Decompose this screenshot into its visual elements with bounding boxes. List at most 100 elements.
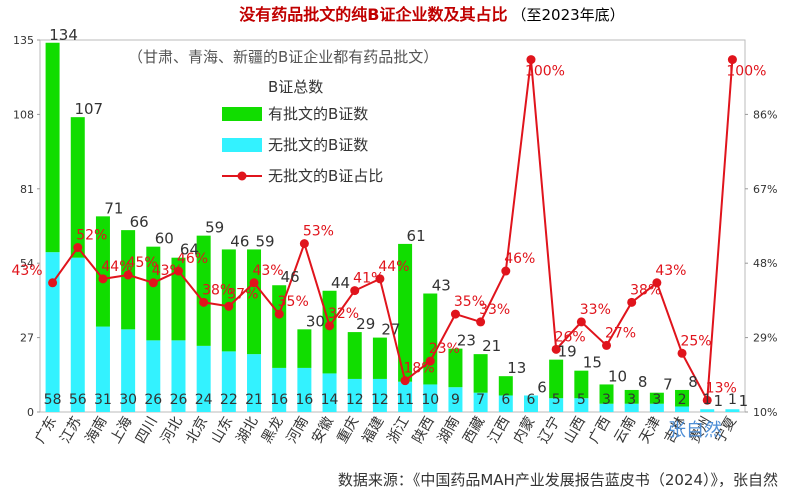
bar-without-approval [624,403,639,412]
data-labels: 5813456107317130662660266424592246215916… [44,26,749,410]
share-point [325,321,335,331]
share-point [375,274,385,284]
value-label-without: 58 [44,392,62,408]
bar-series [45,42,740,412]
category-label: 湖北 [234,414,262,446]
share-line-series: 43%52%44%45%43%46%38%37%43%35%53%32%41%4… [11,55,766,405]
bar-with-approval [398,243,413,382]
share-point [627,297,637,307]
total-label: 13 [507,359,526,377]
left-tick-label: 108 [13,108,34,121]
share-label: 23% [429,341,460,357]
bar-with-approval [247,249,262,355]
share-point [123,270,133,280]
share-label: 44% [378,259,409,275]
category-label: 海南 [83,414,111,446]
total-label: 59 [255,232,274,250]
category-label: 广东 [32,414,60,446]
bar-with-approval [297,329,312,368]
total-label: 46 [230,232,249,250]
total-label: 8 [638,373,648,391]
bar-without-approval [171,340,186,412]
bar-with-approval [448,348,463,388]
bar-without-approval [549,398,564,412]
total-label: 6 [537,378,547,396]
share-point [576,317,586,327]
total-label: 61 [407,227,426,245]
bar-without-approval [574,398,589,412]
source-note: 数据来源：《中国药品MAH产业发展报告蓝皮书（2024）》，张自然 [338,471,778,489]
total-label: 21 [482,337,501,355]
bar-without-approval [498,395,513,412]
category-label: 云南 [611,414,639,446]
share-label: 33% [479,302,510,318]
chart-annotation: （甘肃、青海、新疆的B证企业都有药品批文） [128,48,438,66]
total-label: 15 [583,354,602,372]
share-label: 35% [278,294,309,310]
share-label: 100% [525,64,565,80]
share-point [73,243,83,253]
bar-without-approval [725,409,740,412]
value-label-without: 3 [627,392,636,408]
left-tick-label: 135 [13,34,34,47]
total-label: 44 [331,274,350,292]
bar-without-approval [347,378,362,412]
total-label: 59 [205,219,224,237]
bar-without-approval [649,403,664,412]
bar-with-approval [171,257,186,341]
left-tick-label: 27 [20,332,34,345]
x-axis-categories: 广东江苏海南上海四川河北北京山东湖北黑龙河南安徽重庆福建浙江陕西湖南西藏江西内蒙… [32,414,740,447]
share-label: 53% [303,224,334,240]
share-label: 37% [227,286,258,302]
legend-swatch-with-approval [222,107,262,121]
category-label: 山东 [208,414,236,446]
left-tick-label: 81 [20,183,34,196]
value-label-without: 16 [295,392,313,408]
plot-area [39,39,746,413]
share-label: 46% [177,251,208,267]
chart-title: 没有药品批文的纯B证企业数及其占比 [239,5,507,24]
total-label: 10 [608,367,627,385]
share-point [551,344,561,354]
value-label-without: 31 [94,392,112,408]
value-label-without: 6 [527,392,536,408]
value-label-without: 12 [371,392,389,408]
total-label: 23 [457,332,476,350]
legend: B证总数 有批文的B证数 无批文的B证数 无批文的B证占比 [222,78,383,185]
right-axis: 10% 29% 48% 67% 86% [745,108,777,419]
total-label: 107 [74,100,103,118]
category-label: 陕西 [410,414,438,446]
total-label: 66 [130,213,149,231]
value-label-without: 56 [69,392,87,408]
category-label: 安徽 [309,414,337,446]
bar-without-approval [700,409,715,412]
share-point [350,286,360,296]
category-label: 辽宁 [535,414,564,447]
bar-without-approval [272,367,287,412]
value-label-without: 3 [652,392,661,408]
share-point [199,297,209,307]
value-label-without: 3 [602,392,611,408]
bar-with-approval [322,290,337,374]
category-label: 浙江 [385,414,413,446]
share-point [148,278,158,288]
value-label-without: 10 [421,392,439,408]
share-point [400,376,410,386]
value-label-without: 26 [170,392,188,408]
category-label: 西藏 [460,414,488,446]
bar-without-approval [675,406,690,412]
category-label: 山西 [561,414,589,446]
share-label: 18% [404,361,435,377]
bar-without-approval [196,345,211,412]
total-label: 71 [104,199,123,217]
category-label: 天津 [636,414,664,446]
legend-label-without-approval: 无批文的B证数 [268,136,368,154]
total-label: 134 [49,26,78,44]
bar-with-approval [347,332,362,379]
bar-with-approval [121,230,136,330]
left-tick-label: 54 [20,257,34,270]
value-label-without: 12 [346,392,364,408]
bar-with-approval [372,337,387,379]
bar-with-approval [599,384,614,404]
bar-with-approval [675,389,690,407]
